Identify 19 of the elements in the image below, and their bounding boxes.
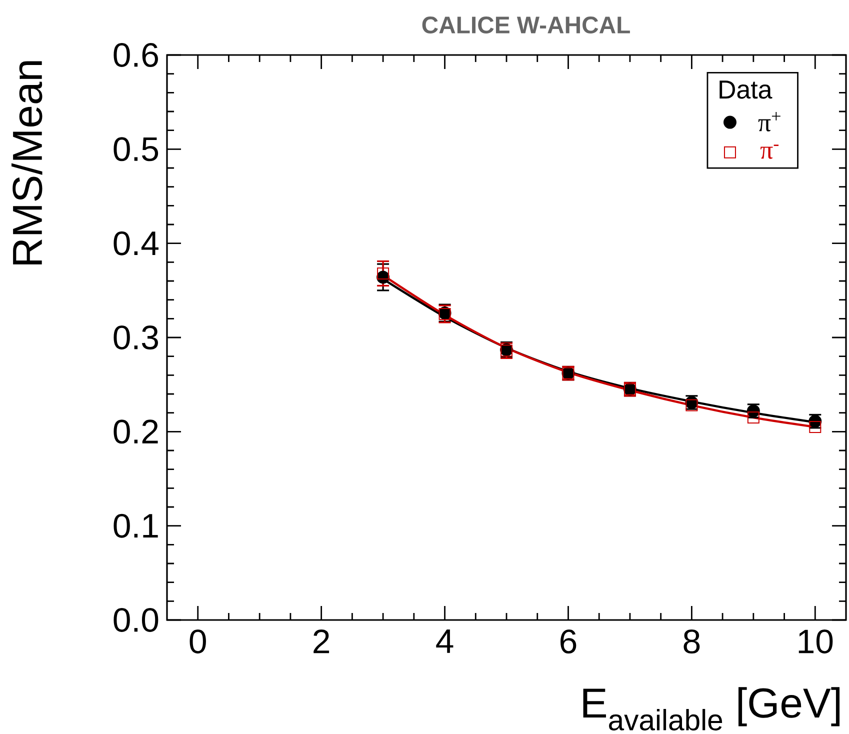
x-axis-title: $\text{E}_{\text{available}}\text{ [GeV]}$ bbox=[583, 687, 840, 730]
x-tick-label: 4 bbox=[436, 630, 454, 653]
x-tick-label: 8 bbox=[684, 630, 700, 654]
y-tick-label: 0.1 bbox=[114, 514, 158, 538]
y-tick-label: 0.4 bbox=[114, 231, 158, 256]
x-tick-label: 10 bbox=[798, 630, 833, 654]
y-tick-label: 0.6 bbox=[114, 43, 158, 67]
legend-label: π$^{+}$ bbox=[758, 112, 780, 132]
y-tick-label: 0.2 bbox=[114, 420, 158, 444]
x-tick-label: 0 bbox=[190, 630, 206, 654]
y-tick-label: 0.5 bbox=[114, 137, 158, 162]
chart-title: CALICE W-AHCAL bbox=[422, 16, 630, 34]
legend-label: π$^{-}$ bbox=[760, 144, 779, 159]
y-tick-label: 0.0 bbox=[114, 608, 158, 632]
x-tick-label: 6 bbox=[560, 630, 576, 654]
y-tick-label: 0.3 bbox=[114, 326, 158, 350]
x-tick-label: 2 bbox=[314, 630, 330, 654]
y-axis-title: RMS/Mean bbox=[12, 61, 42, 264]
legend-title: Data bbox=[720, 80, 772, 99]
